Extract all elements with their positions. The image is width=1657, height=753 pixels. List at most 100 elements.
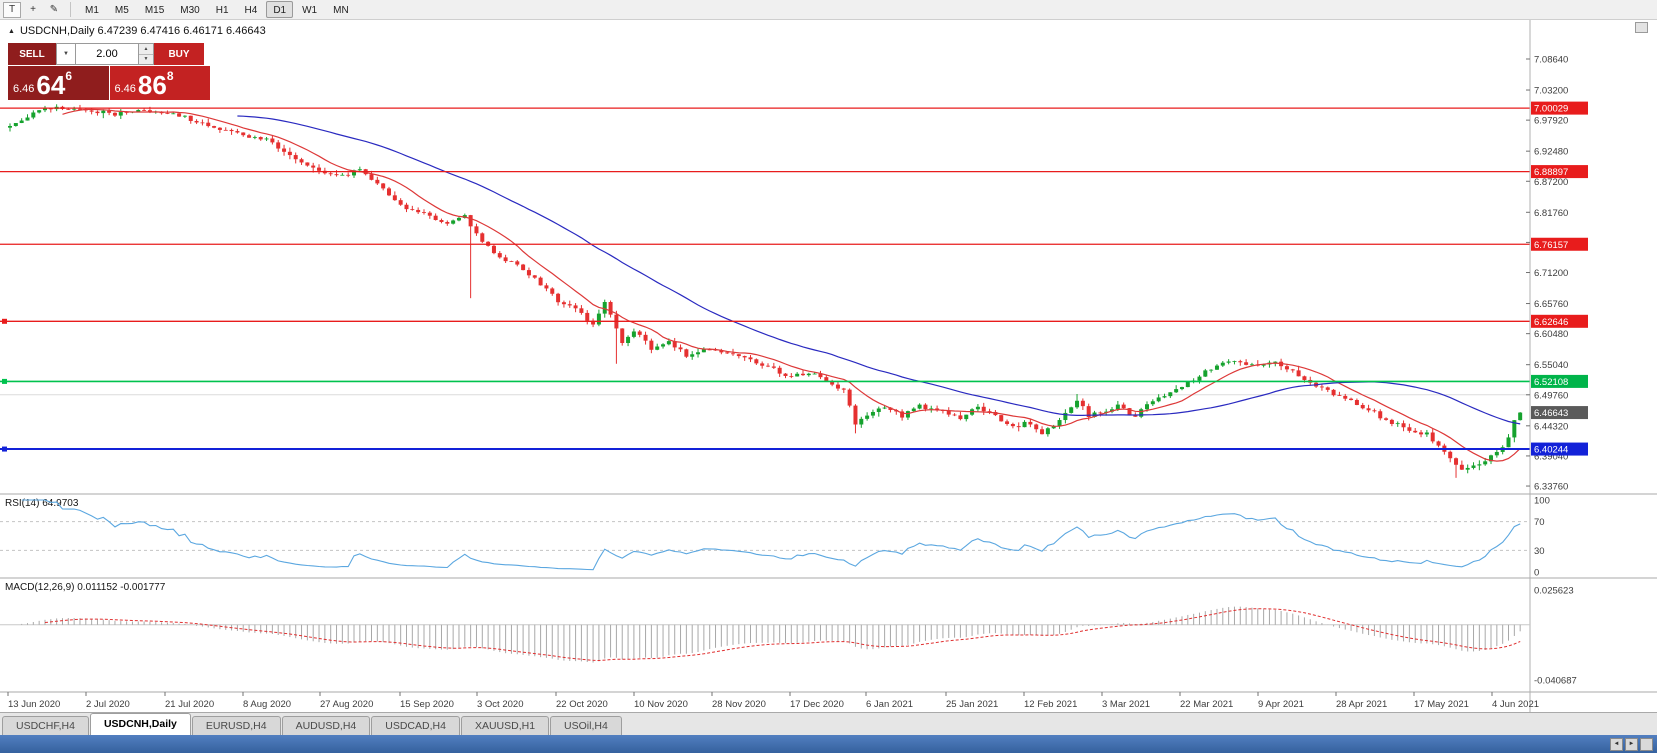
tab-usdchf-h4[interactable]: USDCHF,H4 [2,716,89,735]
date-axis-label: 6 Jan 2021 [866,699,913,710]
tab-usdcad-h4[interactable]: USDCAD,H4 [371,716,460,735]
one-click-trading-panel: SELL ▼ ▲ ▼ BUY 6.46 64 6 6.46 86 8 [8,43,210,100]
price-axis-label: 6.33760 [1534,482,1568,493]
rsi-scale-label: 70 [1534,517,1545,528]
timeframe-button-w1[interactable]: W1 [302,5,318,16]
sell-price-panel[interactable]: 6.46 64 6 [8,66,109,100]
status-bar: ◄ ► [0,735,1657,753]
rsi-scale-label: 0 [1534,568,1539,579]
date-axis-label: 27 Aug 2020 [320,699,373,710]
rsi-line [21,499,1521,571]
tab-usdcnh-daily[interactable]: USDCNH,Daily [89,713,191,735]
draw-icon[interactable]: ✎ [49,4,59,15]
collapse-panel-icon[interactable]: ▲ [8,27,15,35]
buy-price-panel[interactable]: 6.46 86 8 [109,66,210,100]
price-axis-label: 6.87200 [1534,177,1568,188]
chart-scroll-button[interactable] [1635,22,1648,33]
timeframe-button-m5[interactable]: M5 [114,5,129,16]
price-axis-label: 6.55040 [1534,360,1568,371]
timeframe-button-h1[interactable]: H1 [215,5,229,16]
tab-xauusd-h1[interactable]: XAUUSD,H1 [460,716,550,735]
price-axis-label: 6.92480 [1534,147,1568,158]
ma-40-line [237,115,1521,425]
buy-button[interactable]: BUY [154,43,204,65]
price-axis-label: 6.60480 [1534,329,1568,340]
svg-text:6.52108: 6.52108 [1534,377,1568,388]
price-axis-label: 6.65760 [1534,299,1568,310]
date-axis-label: 12 Feb 2021 [1024,699,1077,710]
date-axis-label: 8 Aug 2020 [243,699,291,710]
tab-scroll-left-button[interactable]: ◄ [1610,737,1623,751]
candles-layer [8,104,1523,478]
macd-scale-label: -0.040687 [1534,676,1577,687]
timeframe-button-d1[interactable]: D1 [266,1,294,18]
volume-dropdown-button[interactable]: ▼ [56,43,76,65]
rsi-scale-label: 30 [1534,546,1545,557]
ma-10-line [62,108,1521,462]
date-axis-label: 15 Sep 2020 [400,699,454,710]
text-tool-button[interactable]: T [3,1,21,18]
date-axis-label: 3 Mar 2021 [1102,699,1150,710]
svg-text:6.76157: 6.76157 [1534,240,1568,251]
timeframe-button-mn[interactable]: MN [333,5,349,16]
date-axis-label: 4 Jun 2021 [1492,699,1539,710]
price-axis-label: 6.71200 [1534,268,1568,279]
line-handle[interactable] [2,318,7,324]
price-axis-label: 6.49760 [1534,390,1568,401]
svg-text:7.00029: 7.00029 [1534,104,1568,115]
sell-button[interactable]: SELL [8,43,56,65]
date-axis-label: 2 Jul 2020 [86,699,130,710]
volume-decrease-button[interactable]: ▼ [139,54,153,64]
chart-svg[interactable]: RSI(14) 64.9703 MACD(12,26,9) 0.011152 -… [0,20,1657,712]
rsi-label: RSI(14) 64.9703 [5,498,79,509]
price-axis-label: 7.03200 [1534,86,1568,97]
macd-signal-line [44,608,1521,662]
buy-price-big: 86 [137,70,167,100]
volume-increase-button[interactable]: ▲ [139,44,153,55]
crosshair-icon[interactable]: + [30,4,36,15]
price-axis-label: 6.39040 [1534,451,1568,462]
date-axis-label: 3 Oct 2020 [477,699,523,710]
line-handle[interactable] [2,446,7,452]
buy-price-superscript: 8 [166,69,174,83]
timeframe-button-h4[interactable]: H4 [244,5,258,16]
tab-audusd-h4[interactable]: AUDUSD,H4 [281,716,371,735]
sell-price-big: 64 [36,70,66,100]
price-tag: 6.62646 [1531,314,1588,328]
date-axis-label: 10 Nov 2020 [634,699,688,710]
price-tag: 6.88897 [1531,165,1588,179]
chart-header: ▲ USDCNH,Daily 6.47239 6.47416 6.46171 6… [8,25,266,37]
tab-usoil-h4[interactable]: USOil,H4 [550,716,622,735]
tab-eurusd-h4[interactable]: EURUSD,H4 [191,716,281,735]
date-axis-label: 9 Apr 2021 [1258,699,1304,710]
macd-histogram [21,606,1521,663]
date-axis-label: 17 Dec 2020 [790,699,844,710]
price-axis-label: 6.81760 [1534,208,1568,219]
tab-scroll-right-button[interactable]: ► [1625,737,1638,751]
chart-header-text: USDCNH,Daily 6.47239 6.47416 6.46171 6.4… [19,25,266,37]
dropdown-icon: ▼ [63,51,69,57]
volume-input[interactable] [76,43,139,65]
timeframe-button-m15[interactable]: M15 [144,5,165,16]
chart-area: RSI(14) 64.9703 MACD(12,26,9) 0.011152 -… [0,20,1657,712]
svg-text:6.62646: 6.62646 [1534,317,1568,328]
svg-text:6.46643: 6.46643 [1534,408,1568,419]
timeframe-button-m1[interactable]: M1 [85,5,99,16]
timeframe-group: M1 M5 M15 M30 H1 H4 D1 W1 MN [78,1,356,18]
svg-text:6.40244: 6.40244 [1534,445,1568,456]
price-axis-label: 6.97920 [1534,116,1568,127]
price-tag: 6.76157 [1531,237,1588,251]
resize-grip[interactable] [1640,737,1653,751]
timeframe-button-m30[interactable]: M30 [180,5,200,16]
date-axis-label: 28 Nov 2020 [712,699,766,710]
price-tag: 6.52108 [1531,374,1588,388]
toolbar: T + ✎ M1 M5 M15 M30 H1 H4 D1 W1 MN [0,0,1657,20]
sell-price-superscript: 6 [65,69,73,83]
rsi-scale-label: 100 [1534,496,1550,507]
chart-tabs: USDCHF,H4 USDCNH,Daily EURUSD,H4 AUDUSD,H4 U… [0,712,1657,735]
price-tag: 6.46643 [1531,406,1588,420]
line-handle[interactable] [2,378,7,384]
date-axis-label: 25 Jan 2021 [946,699,998,710]
date-axis-label: 22 Oct 2020 [556,699,608,710]
price-axis-label: 6.44320 [1534,421,1568,432]
